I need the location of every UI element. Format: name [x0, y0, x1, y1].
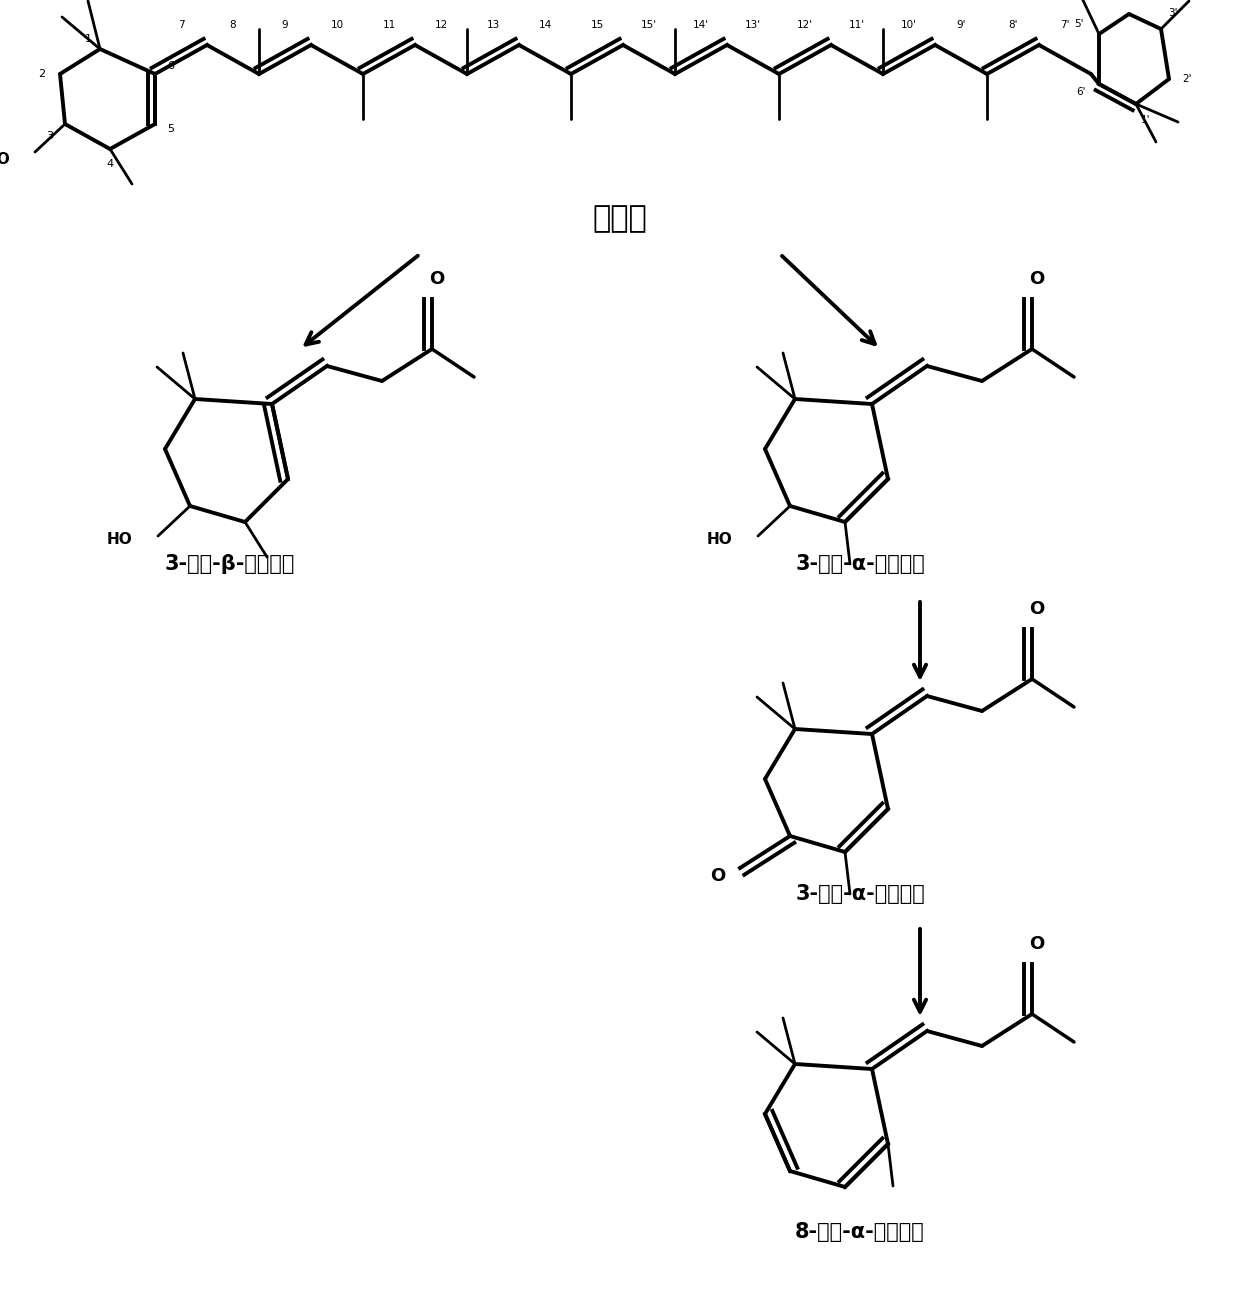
Text: O: O	[1029, 600, 1044, 618]
Text: 1': 1'	[1141, 115, 1151, 125]
Text: O: O	[429, 270, 445, 288]
Text: 叶黄素: 叶黄素	[593, 205, 647, 233]
Text: 15': 15'	[641, 20, 657, 30]
Text: 10: 10	[330, 20, 343, 30]
Text: 5: 5	[167, 124, 175, 134]
Text: 13: 13	[486, 20, 500, 30]
Text: HO: HO	[1203, 0, 1229, 1]
Text: 8: 8	[229, 20, 237, 30]
Text: 3-羟基-β-紫罗兰酮: 3-羟基-β-紫罗兰酮	[165, 554, 295, 574]
Text: 6: 6	[167, 61, 175, 70]
Text: 12': 12'	[797, 20, 813, 30]
Text: 10': 10'	[901, 20, 918, 30]
Text: 9: 9	[281, 20, 289, 30]
Text: 7': 7'	[1060, 20, 1070, 30]
Text: 9': 9'	[956, 20, 966, 30]
Text: HO: HO	[707, 532, 732, 548]
Text: 11: 11	[382, 20, 396, 30]
Text: 6': 6'	[1076, 87, 1086, 96]
Text: HO: HO	[107, 532, 131, 548]
Text: 15: 15	[590, 20, 604, 30]
Text: 2: 2	[38, 69, 46, 80]
Text: 14: 14	[538, 20, 552, 30]
Text: 2': 2'	[1182, 74, 1192, 83]
Text: HO: HO	[0, 151, 10, 167]
Text: 8-甲基-α-紫罗兰酮: 8-甲基-α-紫罗兰酮	[795, 1222, 925, 1241]
Text: 3-氧化-α-紫罗兰酮: 3-氧化-α-紫罗兰酮	[795, 884, 925, 904]
Text: 14': 14'	[693, 20, 709, 30]
Text: 7: 7	[177, 20, 185, 30]
Text: O: O	[1029, 935, 1044, 953]
Text: 13': 13'	[745, 20, 761, 30]
Text: 3: 3	[47, 130, 53, 141]
Text: 4: 4	[107, 159, 114, 170]
Text: 8': 8'	[1008, 20, 1018, 30]
Text: 1: 1	[84, 34, 92, 44]
Text: 5': 5'	[1074, 20, 1084, 29]
Text: O: O	[711, 867, 725, 885]
Text: O: O	[1029, 270, 1044, 288]
Text: 3': 3'	[1168, 8, 1178, 18]
Text: 12: 12	[434, 20, 448, 30]
Text: 11': 11'	[849, 20, 866, 30]
Text: 3-羟基-α-紫罗兰酮: 3-羟基-α-紫罗兰酮	[795, 554, 925, 574]
